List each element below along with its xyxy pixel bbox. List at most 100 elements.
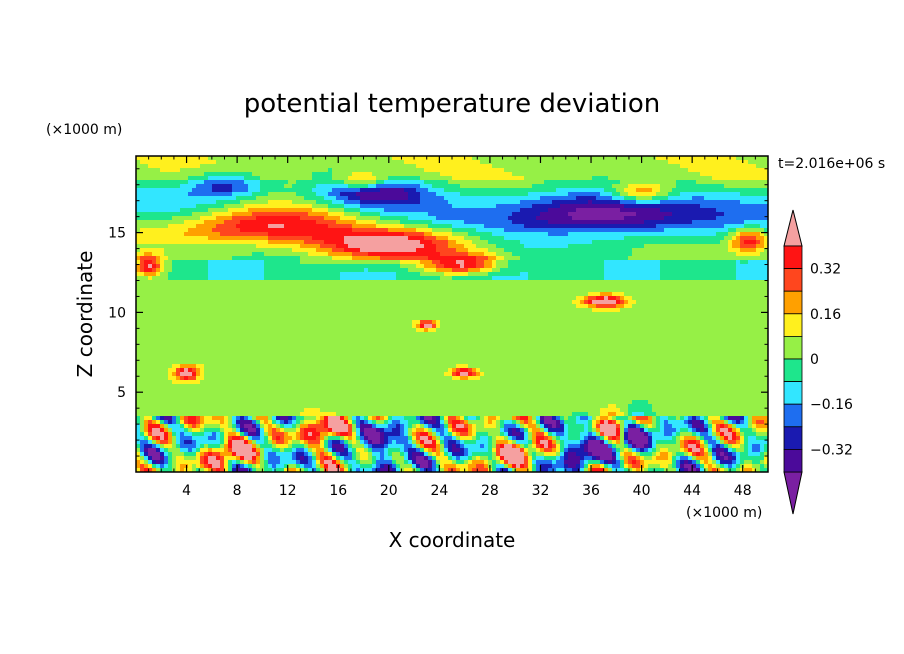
contour-cell xyxy=(624,248,629,253)
contour-cell xyxy=(424,164,429,169)
contour-cell xyxy=(536,184,541,189)
contour-cell xyxy=(484,184,489,189)
contour-cell xyxy=(596,164,601,169)
contour-cell xyxy=(668,236,673,241)
contour-cell xyxy=(432,212,437,217)
contour-cell xyxy=(400,232,405,237)
contour-cell xyxy=(496,264,501,269)
contour-cell xyxy=(324,224,329,229)
contour-cell xyxy=(388,240,393,245)
contour-cell xyxy=(440,256,445,261)
contour-cell xyxy=(604,192,609,197)
contour-cell xyxy=(232,260,237,265)
contour-cell xyxy=(308,232,313,237)
contour-cell xyxy=(572,216,577,221)
contour-cell xyxy=(480,208,485,213)
contour-cell xyxy=(348,256,353,261)
contour-cell xyxy=(188,184,193,189)
contour-cell xyxy=(440,168,445,173)
contour-cell xyxy=(744,248,749,253)
contour-cell xyxy=(232,164,237,169)
contour-cell xyxy=(184,180,189,185)
contour-cell xyxy=(156,228,161,233)
contour-cell xyxy=(384,248,389,253)
contour-cell xyxy=(404,192,409,197)
contour-cell xyxy=(396,160,401,165)
contour-cell xyxy=(264,164,269,169)
contour-cell xyxy=(636,244,641,249)
contour-cell xyxy=(756,208,761,213)
contour-cell xyxy=(592,220,597,225)
contour-cell xyxy=(216,264,221,269)
contour-cell xyxy=(168,208,173,213)
contour-cell xyxy=(380,236,385,241)
contour-cell xyxy=(708,224,713,229)
contour-cell xyxy=(348,248,353,253)
contour-cell xyxy=(352,196,357,201)
contour-cell xyxy=(428,188,433,193)
contour-cell xyxy=(680,244,685,249)
contour-cell xyxy=(188,236,193,241)
contour-cell xyxy=(312,264,317,269)
contour-cell xyxy=(728,216,733,221)
contour-cell xyxy=(176,228,181,233)
contour-cell xyxy=(332,204,337,209)
contour-cell xyxy=(324,256,329,261)
contour-cell xyxy=(624,232,629,237)
contour-cell xyxy=(716,252,721,257)
contour-cell xyxy=(708,232,713,237)
contour-cell xyxy=(200,240,205,245)
contour-cell xyxy=(408,268,413,273)
contour-cell xyxy=(496,180,501,185)
contour-cell xyxy=(200,248,205,253)
contour-cell xyxy=(172,180,177,185)
contour-cell xyxy=(464,176,469,181)
contour-cell xyxy=(632,276,637,281)
contour-cell xyxy=(244,252,249,257)
contour-cell xyxy=(272,224,277,229)
contour-cell xyxy=(452,228,457,233)
contour-cell xyxy=(400,188,405,193)
contour-cell xyxy=(764,176,768,181)
contour-cell xyxy=(556,156,561,161)
contour-cell xyxy=(680,200,685,205)
contour-cell xyxy=(364,280,369,285)
contour-cell xyxy=(396,248,401,253)
contour-cell xyxy=(192,268,197,273)
contour-cell xyxy=(500,220,505,225)
contour-cell xyxy=(532,180,537,185)
contour-cell xyxy=(152,168,157,173)
contour-cell xyxy=(764,216,768,221)
contour-cell xyxy=(468,208,473,213)
contour-cell xyxy=(148,176,153,181)
contour-cell xyxy=(584,172,589,177)
contour-cell xyxy=(528,184,533,189)
contour-cell xyxy=(608,204,613,209)
contour-cell xyxy=(696,216,701,221)
contour-cell xyxy=(340,244,345,249)
contour-cell xyxy=(736,224,741,229)
contour-cell xyxy=(424,240,429,245)
contour-cell xyxy=(720,220,725,225)
contour-cell xyxy=(248,196,253,201)
contour-cell xyxy=(432,188,437,193)
contour-cell xyxy=(728,224,733,229)
contour-cell xyxy=(156,232,161,237)
contour-cell xyxy=(256,168,261,173)
contour-cell xyxy=(248,272,253,277)
contour-cell xyxy=(324,260,329,265)
contour-cell xyxy=(548,212,553,217)
contour-cell xyxy=(164,276,169,281)
contour-cell xyxy=(636,252,641,257)
contour-cell xyxy=(164,168,169,173)
contour-cell xyxy=(644,200,649,205)
contour-cell xyxy=(696,156,701,161)
contour-cell xyxy=(716,204,721,209)
contour-cell xyxy=(232,156,237,161)
contour-cell xyxy=(584,216,589,221)
contour-cell xyxy=(632,196,637,201)
contour-cell xyxy=(424,176,429,181)
contour-cell xyxy=(152,204,157,209)
contour-cell xyxy=(496,232,501,237)
contour-cell xyxy=(360,276,365,281)
